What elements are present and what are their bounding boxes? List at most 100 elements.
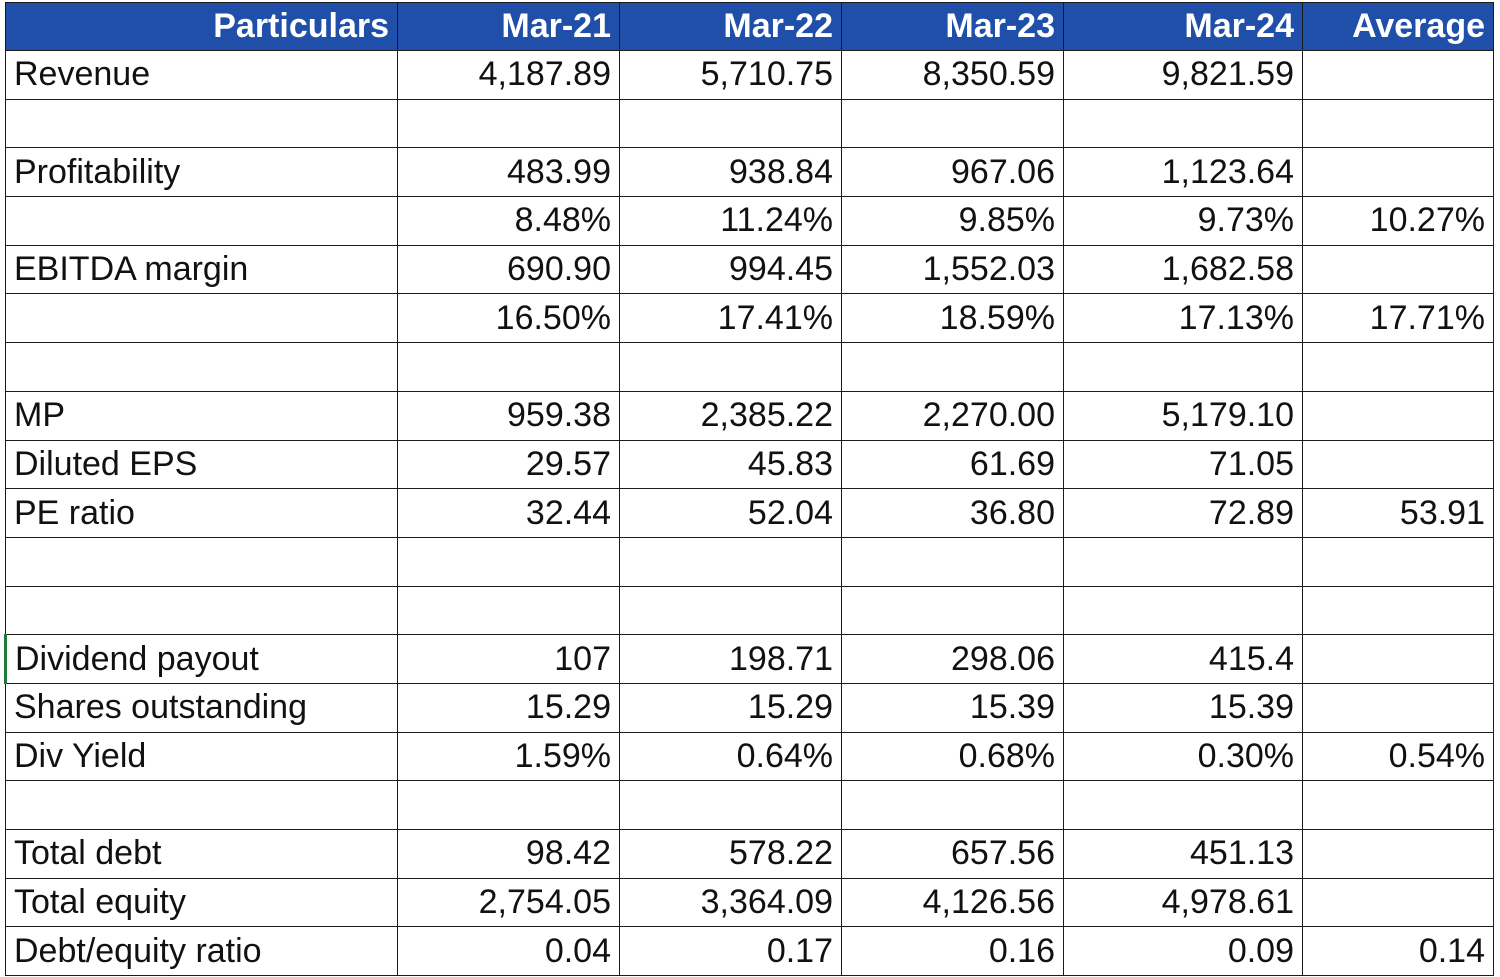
value-cell[interactable]: 938.84 xyxy=(619,147,842,198)
value-cell[interactable] xyxy=(841,536,1064,587)
row-label-cell[interactable]: PE ratio xyxy=(5,488,398,538)
value-cell[interactable] xyxy=(619,98,842,149)
value-cell[interactable] xyxy=(1302,390,1494,441)
value-cell[interactable] xyxy=(1302,536,1494,587)
row-label-cell[interactable] xyxy=(5,536,398,587)
value-cell[interactable]: 98.42 xyxy=(397,829,620,879)
value-cell[interactable]: 2,754.05 xyxy=(397,877,620,928)
value-cell[interactable]: 8.48% xyxy=(397,196,620,246)
value-cell[interactable]: 994.45 xyxy=(619,244,842,295)
value-cell[interactable]: 15.29 xyxy=(619,682,842,733)
value-cell[interactable] xyxy=(1302,244,1494,295)
value-cell[interactable]: 0.09 xyxy=(1063,926,1303,977)
header-cell-mar-24[interactable]: Mar-24 xyxy=(1063,2,1303,51)
value-cell[interactable] xyxy=(1302,682,1494,733)
value-cell[interactable] xyxy=(1063,585,1303,636)
value-cell[interactable]: 5,179.10 xyxy=(1063,390,1303,441)
value-cell[interactable]: 0.04 xyxy=(397,926,620,977)
header-cell-mar-21[interactable]: Mar-21 xyxy=(397,2,620,51)
row-label-cell[interactable]: Diluted EPS xyxy=(5,439,398,490)
value-cell[interactable]: 578.22 xyxy=(619,829,842,879)
value-cell[interactable]: 9,821.59 xyxy=(1063,50,1303,100)
value-cell[interactable]: 690.90 xyxy=(397,244,620,295)
value-cell[interactable] xyxy=(1302,439,1494,490)
header-cell-average[interactable]: Average xyxy=(1302,2,1494,51)
value-cell[interactable]: 0.54% xyxy=(1302,731,1494,782)
value-cell[interactable] xyxy=(1063,98,1303,149)
value-cell[interactable]: 72.89 xyxy=(1063,488,1303,538)
value-cell[interactable] xyxy=(1302,98,1494,149)
value-cell[interactable]: 298.06 xyxy=(841,634,1064,684)
value-cell[interactable] xyxy=(619,585,842,636)
row-label-cell[interactable] xyxy=(5,98,398,149)
value-cell[interactable]: 2,270.00 xyxy=(841,390,1064,441)
value-cell[interactable] xyxy=(397,98,620,149)
value-cell[interactable]: 36.80 xyxy=(841,488,1064,538)
row-label-cell[interactable]: EBITDA margin xyxy=(5,244,398,295)
value-cell[interactable] xyxy=(619,780,842,830)
value-cell[interactable]: 967.06 xyxy=(841,147,1064,198)
row-label-cell[interactable]: Div Yield xyxy=(5,731,398,782)
value-cell[interactable] xyxy=(1063,780,1303,830)
value-cell[interactable]: 10.27% xyxy=(1302,196,1494,246)
value-cell[interactable]: 0.30% xyxy=(1063,731,1303,782)
value-cell[interactable]: 17.71% xyxy=(1302,293,1494,344)
value-cell[interactable]: 17.41% xyxy=(619,293,842,344)
value-cell[interactable]: 451.13 xyxy=(1063,829,1303,879)
value-cell[interactable] xyxy=(1302,147,1494,198)
value-cell[interactable]: 8,350.59 xyxy=(841,50,1064,100)
value-cell[interactable]: 959.38 xyxy=(397,390,620,441)
value-cell[interactable] xyxy=(397,342,620,392)
value-cell[interactable]: 198.71 xyxy=(619,634,842,684)
value-cell[interactable]: 15.39 xyxy=(841,682,1064,733)
value-cell[interactable] xyxy=(1302,342,1494,392)
value-cell[interactable]: 61.69 xyxy=(841,439,1064,490)
value-cell[interactable]: 15.29 xyxy=(397,682,620,733)
row-label-cell[interactable]: Revenue xyxy=(5,50,398,100)
value-cell[interactable] xyxy=(1302,877,1494,928)
value-cell[interactable]: 53.91 xyxy=(1302,488,1494,538)
value-cell[interactable] xyxy=(841,585,1064,636)
value-cell[interactable]: 1,552.03 xyxy=(841,244,1064,295)
value-cell[interactable]: 11.24% xyxy=(619,196,842,246)
value-cell[interactable] xyxy=(1063,536,1303,587)
row-label-cell[interactable]: Dividend payout xyxy=(4,634,398,684)
value-cell[interactable] xyxy=(841,98,1064,149)
value-cell[interactable] xyxy=(1302,585,1494,636)
value-cell[interactable]: 18.59% xyxy=(841,293,1064,344)
value-cell[interactable]: 71.05 xyxy=(1063,439,1303,490)
row-label-cell[interactable]: Total equity xyxy=(5,877,398,928)
value-cell[interactable]: 1,682.58 xyxy=(1063,244,1303,295)
value-cell[interactable] xyxy=(619,342,842,392)
value-cell[interactable] xyxy=(1302,829,1494,879)
row-label-cell[interactable]: Shares outstanding xyxy=(5,682,398,733)
value-cell[interactable]: 4,978.61 xyxy=(1063,877,1303,928)
value-cell[interactable]: 29.57 xyxy=(397,439,620,490)
value-cell[interactable]: 1,123.64 xyxy=(1063,147,1303,198)
value-cell[interactable]: 0.68% xyxy=(841,731,1064,782)
value-cell[interactable]: 3,364.09 xyxy=(619,877,842,928)
value-cell[interactable]: 16.50% xyxy=(397,293,620,344)
value-cell[interactable]: 52.04 xyxy=(619,488,842,538)
value-cell[interactable]: 5,710.75 xyxy=(619,50,842,100)
row-label-cell[interactable]: Profitability xyxy=(5,147,398,198)
value-cell[interactable]: 483.99 xyxy=(397,147,620,198)
value-cell[interactable]: 415.4 xyxy=(1063,634,1303,684)
row-label-cell[interactable]: MP xyxy=(5,390,398,441)
row-label-cell[interactable] xyxy=(5,780,398,830)
value-cell[interactable]: 0.14 xyxy=(1302,926,1494,977)
value-cell[interactable]: 2,385.22 xyxy=(619,390,842,441)
row-label-cell[interactable] xyxy=(5,342,398,392)
value-cell[interactable]: 0.17 xyxy=(619,926,842,977)
value-cell[interactable] xyxy=(397,585,620,636)
value-cell[interactable]: 0.64% xyxy=(619,731,842,782)
row-label-cell[interactable] xyxy=(5,293,398,344)
value-cell[interactable] xyxy=(841,342,1064,392)
header-cell-mar-23[interactable]: Mar-23 xyxy=(841,2,1064,51)
value-cell[interactable]: 657.56 xyxy=(841,829,1064,879)
row-label-cell[interactable] xyxy=(5,585,398,636)
value-cell[interactable] xyxy=(397,536,620,587)
value-cell[interactable]: 9.73% xyxy=(1063,196,1303,246)
value-cell[interactable]: 1.59% xyxy=(397,731,620,782)
value-cell[interactable]: 0.16 xyxy=(841,926,1064,977)
